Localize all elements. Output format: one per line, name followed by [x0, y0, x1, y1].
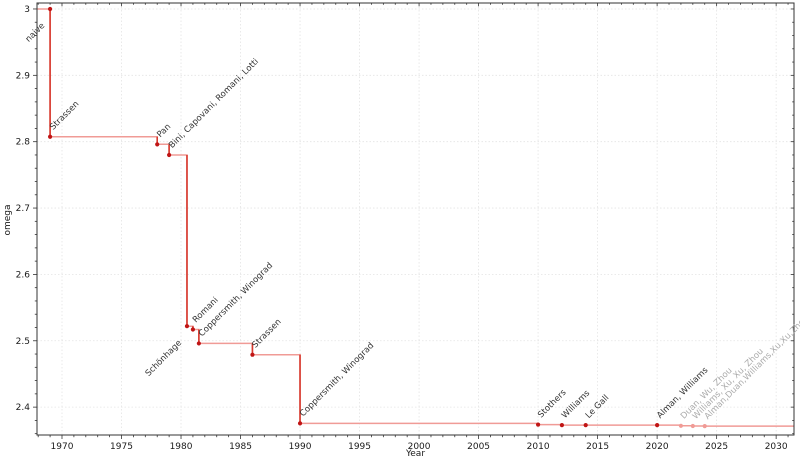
point-label: Williams, Xu, Xu, Zhou — [691, 347, 766, 422]
point-label: Schönhage — [144, 338, 184, 378]
y-tick-label: 2.4 — [16, 403, 31, 413]
data-point — [184, 324, 190, 329]
data-point — [559, 423, 565, 428]
data-point — [47, 6, 53, 12]
data-point — [47, 134, 53, 139]
y-tick-label: 2.6 — [16, 270, 31, 280]
data-point — [190, 327, 196, 332]
point-label: Strassen — [48, 99, 81, 132]
plot-frame — [36, 2, 795, 436]
data-point — [297, 421, 303, 426]
data-point — [690, 423, 695, 429]
point-label: Alman,Duan,Williams,Xu,Xu,Zhou — [703, 314, 800, 422]
tick-labels: 1970 1975 1980 1985 1990 1995 2000 2005 2010 2015… — [16, 5, 788, 452]
y-tick-label: 2.8 — [16, 138, 31, 148]
x-tick-label: 2015 — [586, 442, 609, 452]
x-tick-label: 1990 — [289, 442, 312, 452]
x-tick-label: 1980 — [170, 442, 193, 452]
data-point — [655, 423, 660, 428]
data-point — [250, 352, 255, 357]
x-tick-label: 2020 — [646, 442, 669, 452]
x-tick-label: 1975 — [110, 442, 133, 452]
x-tick-label: 2025 — [705, 442, 728, 452]
y-tick-label: 2.5 — [16, 337, 30, 347]
x-tick-label: 2010 — [527, 442, 550, 452]
x-tick-label: 1970 — [51, 442, 74, 452]
point-label: Strassen — [250, 317, 283, 350]
point-label: naive — [24, 21, 47, 44]
data-point — [583, 423, 588, 428]
x-tick-label: 2000 — [408, 442, 431, 452]
data-point — [196, 341, 201, 346]
y-tick-label: 2.9 — [16, 71, 31, 81]
x-tick-label: 1995 — [348, 442, 371, 452]
data-points — [47, 6, 707, 429]
data-point — [167, 152, 172, 158]
gridlines — [37, 3, 794, 435]
data-point — [535, 422, 541, 427]
x-tick-label: 2005 — [467, 442, 490, 452]
plot-border — [36, 2, 795, 436]
data-point — [155, 142, 160, 147]
x-tick-label: 2030 — [765, 442, 788, 452]
y-axis-title: omega — [3, 204, 13, 235]
x-tick-label: 1985 — [229, 442, 252, 452]
data-point — [678, 423, 684, 428]
x-axis-title: Year — [405, 449, 425, 459]
point-label: Coppersmith, Winograd — [298, 341, 376, 419]
y-tick-label: 3 — [24, 5, 30, 15]
y-tick-label: 2.7 — [16, 204, 30, 214]
data-point — [702, 424, 707, 429]
